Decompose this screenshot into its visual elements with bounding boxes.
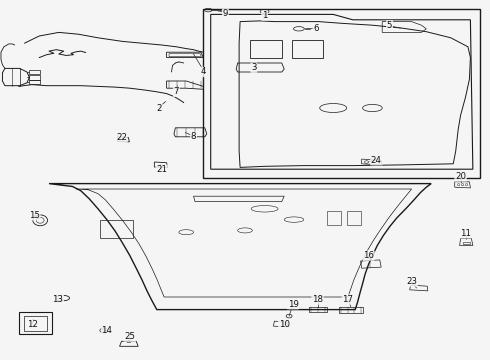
Text: 25: 25 [124, 332, 135, 341]
Text: 16: 16 [363, 251, 374, 260]
Text: 15: 15 [29, 211, 40, 220]
Text: 12: 12 [27, 320, 38, 329]
Text: 11: 11 [460, 229, 471, 238]
Text: 19: 19 [288, 300, 298, 309]
Text: 3: 3 [251, 63, 257, 72]
Text: 4: 4 [200, 68, 206, 77]
Text: 13: 13 [52, 295, 63, 304]
Text: 14: 14 [101, 326, 112, 335]
Bar [29, 80, 40, 84]
Text: 18: 18 [312, 295, 323, 304]
Text: 9: 9 [223, 9, 228, 18]
Text: 21: 21 [156, 165, 167, 174]
Text: 8: 8 [191, 132, 196, 141]
Text: 22: 22 [116, 133, 127, 142]
Text: 20: 20 [455, 172, 466, 181]
Text: 23: 23 [406, 277, 417, 286]
Text: 1: 1 [262, 11, 268, 20]
Bar [24, 316, 47, 331]
Bar [327, 211, 341, 225]
Bar [347, 211, 361, 225]
Text: 10: 10 [279, 320, 290, 329]
Text: 5: 5 [387, 21, 392, 30]
Text: 24: 24 [371, 156, 382, 165]
Bar [29, 70, 40, 74]
Text: 17: 17 [343, 295, 353, 304]
Text: 6: 6 [313, 24, 319, 33]
Bar [29, 75, 40, 80]
Text: 2: 2 [156, 104, 162, 113]
Text: 7: 7 [173, 87, 179, 96]
